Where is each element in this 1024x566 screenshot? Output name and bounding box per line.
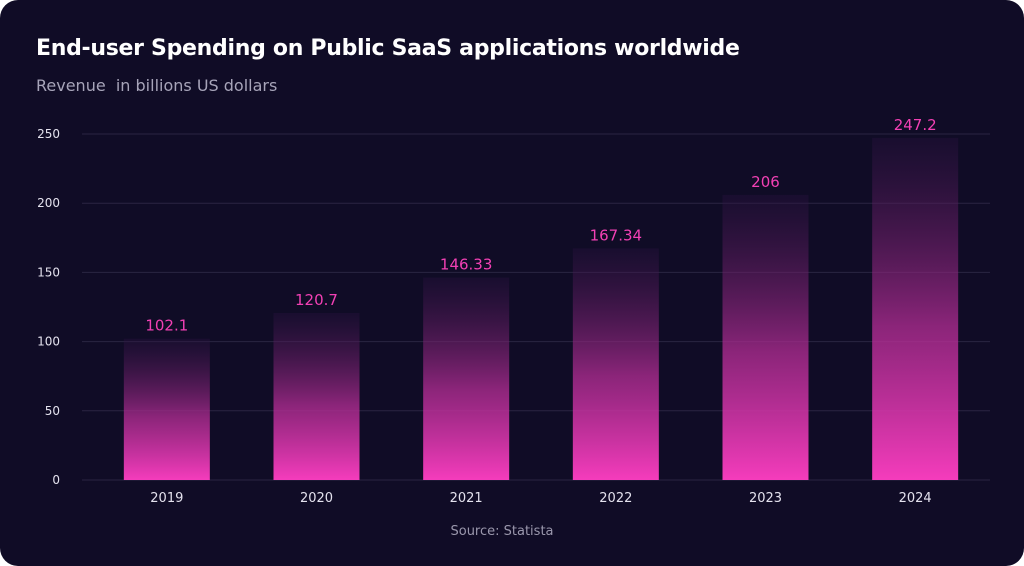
value-label-2021: 146.33 — [440, 255, 493, 273]
x-tick-label-2021: 2021 — [450, 491, 483, 506]
source-note: Source: Statista — [450, 524, 554, 539]
x-axis: 2019 2020 2021 2022 2023 2024 — [150, 491, 931, 506]
value-label-2024: 247.2 — [894, 116, 937, 134]
bars — [123, 137, 959, 481]
bar-2021 — [423, 277, 510, 480]
x-tick-label-2022: 2022 — [599, 491, 632, 506]
y-tick-label-150: 150 — [37, 265, 60, 279]
chart-title: End-user Spending on Public SaaS applica… — [36, 36, 740, 61]
y-tick-label-100: 100 — [37, 335, 60, 349]
bar-2020 — [273, 312, 360, 480]
x-tick-label-2024: 2024 — [899, 491, 932, 506]
y-axis: 0 50 100 150 200 250 — [37, 127, 60, 487]
bar-2019 — [123, 338, 210, 480]
y-tick-label-0: 0 — [52, 473, 60, 487]
value-label-2020: 120.7 — [295, 291, 338, 309]
y-tick-label-250: 250 — [37, 127, 60, 141]
value-label-2023: 206 — [751, 173, 780, 191]
bar-2023 — [722, 194, 809, 480]
x-tick-label-2023: 2023 — [749, 491, 782, 506]
value-labels: 102.1 120.7 146.33 167.34 206 247.2 — [145, 116, 936, 335]
bar-2022 — [572, 248, 659, 480]
value-label-2022: 167.34 — [590, 226, 643, 244]
y-tick-label-50: 50 — [45, 404, 60, 418]
x-tick-label-2019: 2019 — [150, 491, 183, 506]
gridlines — [82, 133, 990, 481]
chart-subtitle: Revenue in billions US dollars — [36, 76, 278, 95]
bar-2024 — [872, 137, 959, 481]
x-tick-label-2020: 2020 — [300, 491, 333, 506]
value-label-2019: 102.1 — [145, 317, 188, 335]
y-tick-label-200: 200 — [37, 196, 60, 210]
